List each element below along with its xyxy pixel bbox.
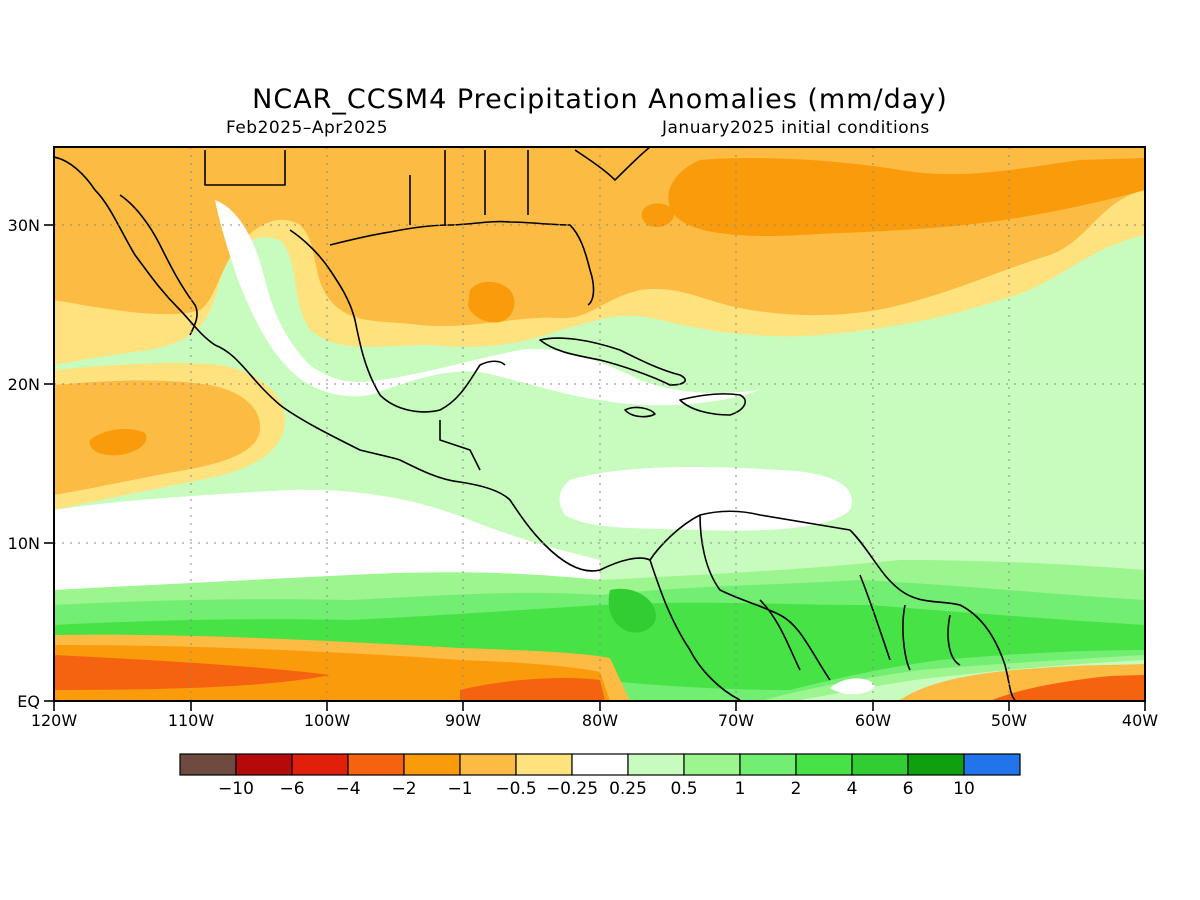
initial-conditions: January2025 initial conditions [662, 118, 930, 138]
lon-label-50w: 50W [991, 711, 1027, 730]
forecast-period: Feb2025–Apr2025 [226, 118, 389, 138]
legend-swatch [403, 753, 461, 776]
legend-swatch [795, 753, 853, 776]
color-legend: −10 −6 −4 −2 −1 −0.5 −0.25 0.25 0.5 1 2 4 6 10 [179, 753, 1021, 799]
legend-swatch [907, 753, 965, 776]
lon-label-80w: 80W [582, 711, 618, 730]
wet-itcz-3 [54, 602, 1145, 690]
legend-swatch [739, 753, 797, 776]
legend-label: −1 [447, 779, 472, 799]
lon-label-40w: 40W [1122, 711, 1158, 730]
lon-label-120w: 120W [31, 711, 78, 730]
lon-labels: 120W 110W 100W 90W 80W 70W 60W 50W 40W [31, 711, 1158, 730]
dry-max-small [641, 203, 675, 228]
legend-label: 10 [953, 779, 975, 799]
legend-label: −0.5 [495, 779, 536, 799]
legend-swatch [571, 753, 629, 776]
near-zero-west [215, 200, 760, 406]
dry-eq-pacific-max2 [460, 678, 605, 701]
legend-label: −4 [335, 779, 360, 799]
dry-eq-pacific-max [54, 655, 330, 690]
legend-swatch [683, 753, 741, 776]
legend-label: −0.25 [546, 779, 598, 799]
dry-pacific-west-core [54, 380, 261, 495]
dry-eq-atlantic-core [990, 675, 1145, 701]
legend-swatch [459, 753, 517, 776]
dry-pacific-west-max [89, 428, 147, 456]
lat-label-20n: 20N [8, 375, 40, 394]
legend-label: −10 [218, 779, 254, 799]
map-title: NCAR_CCSM4 Precipitation Anomalies (mm/d… [252, 84, 948, 115]
legend-label: 4 [847, 779, 858, 799]
near-zero-caribbean [559, 467, 852, 531]
gridlines [54, 147, 1145, 701]
lon-label-100w: 100W [304, 711, 351, 730]
legend-label: 0.25 [609, 779, 647, 799]
near-zero-amazon [830, 678, 875, 695]
dry-max-atlantic [668, 158, 1145, 237]
coastlines [54, 147, 1016, 701]
lon-label-110w: 110W [168, 711, 215, 730]
lat-label-eq: EQ [17, 692, 40, 711]
dry-max-gulf [468, 281, 515, 323]
legend-label: 1 [735, 779, 746, 799]
legend-swatch [963, 753, 1021, 776]
legend-swatch [179, 753, 237, 776]
axis-ticks [44, 224, 1146, 711]
legend-swatch [627, 753, 685, 776]
lat-label-10n: 10N [8, 534, 40, 553]
lat-label-30n: 30N [8, 216, 40, 235]
anomaly-field [54, 147, 1145, 701]
lon-label-70w: 70W [718, 711, 754, 730]
legend-swatch [515, 753, 573, 776]
lon-label-60w: 60W [855, 711, 891, 730]
legend-swatch [291, 753, 349, 776]
wet-max-colombia [608, 588, 656, 633]
lon-label-90w: 90W [445, 711, 481, 730]
lat-labels: EQ 10N 20N 30N [8, 216, 40, 711]
legend-label: 2 [791, 779, 802, 799]
legend-label: 0.5 [670, 779, 697, 799]
legend-swatch [851, 753, 909, 776]
legend-label: −2 [391, 779, 416, 799]
legend-swatch [235, 753, 293, 776]
legend-swatch [347, 753, 405, 776]
legend-label: 6 [903, 779, 914, 799]
legend-label: −6 [279, 779, 304, 799]
